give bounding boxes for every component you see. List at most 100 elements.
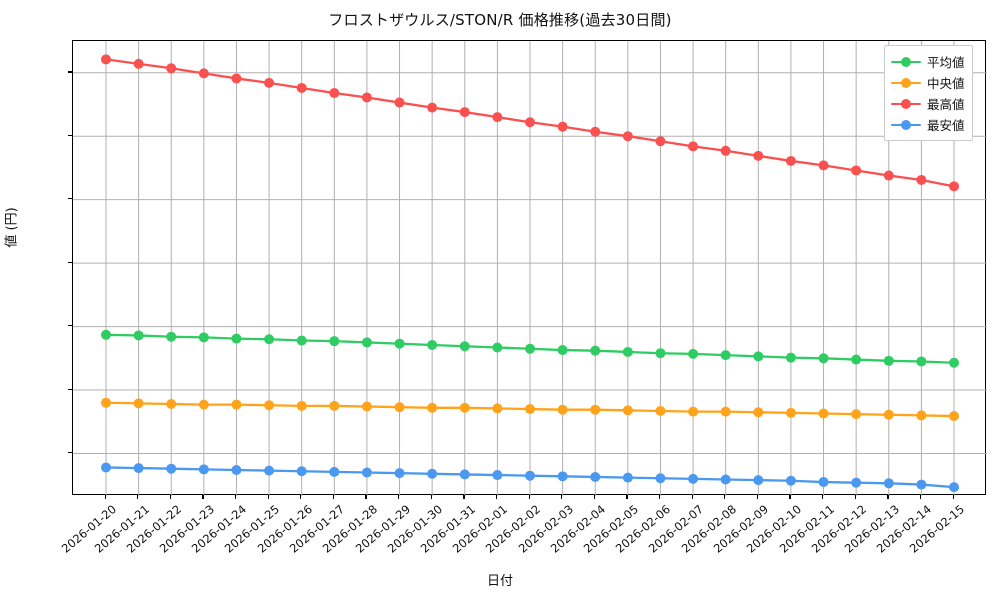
data-point <box>557 471 568 482</box>
data-point <box>851 477 862 488</box>
x-tick-mark <box>398 495 400 499</box>
data-point <box>655 348 666 359</box>
data-point <box>198 399 209 410</box>
grid-lines <box>73 41 987 496</box>
y-tick-mark <box>68 388 72 390</box>
data-point <box>231 73 242 84</box>
x-tick-mark <box>952 495 954 499</box>
data-point <box>231 464 242 475</box>
x-tick-mark <box>724 495 726 499</box>
x-tick-mark <box>463 495 465 499</box>
data-point <box>688 406 699 417</box>
data-point <box>688 473 699 484</box>
x-tick-mark <box>137 495 139 499</box>
series-lines <box>101 54 959 493</box>
data-point <box>296 400 307 411</box>
chart-title: フロストザウルス/STON/R 価格推移(過去30日間) <box>328 11 672 29</box>
x-tick-mark <box>658 495 661 499</box>
data-point <box>557 121 568 132</box>
data-point <box>427 102 438 113</box>
legend-item-2[interactable]: 中央値 <box>891 72 965 93</box>
data-point <box>198 68 209 79</box>
data-point <box>557 404 568 415</box>
data-point <box>427 402 438 413</box>
data-point <box>492 470 503 481</box>
data-point <box>525 343 535 354</box>
data-point <box>590 126 601 137</box>
data-point <box>166 63 177 74</box>
x-tick-mark <box>789 495 791 499</box>
x-tick-mark <box>267 495 269 499</box>
data-point <box>329 336 340 347</box>
x-tick-mark <box>495 495 498 499</box>
data-point <box>753 351 764 362</box>
data-point <box>492 112 503 123</box>
data-point <box>198 332 209 343</box>
data-point <box>916 356 927 367</box>
data-point <box>394 338 405 349</box>
data-point <box>851 354 862 365</box>
data-point <box>231 333 242 344</box>
legend-item-3[interactable]: 最高値 <box>891 93 965 114</box>
data-point <box>525 470 535 481</box>
data-point <box>883 355 894 366</box>
x-tick-mark <box>756 495 759 499</box>
data-point <box>361 337 372 348</box>
data-point <box>101 54 111 65</box>
x-tick-mark <box>365 495 367 499</box>
x-tick-mark <box>691 495 693 499</box>
data-point <box>949 482 959 493</box>
data-point <box>459 107 470 118</box>
data-point <box>525 404 535 415</box>
x-tick-mark <box>104 495 106 499</box>
data-point <box>949 357 959 368</box>
data-point <box>492 342 503 353</box>
x-tick-mark <box>234 495 237 499</box>
data-point <box>361 92 372 103</box>
data-point <box>818 477 829 488</box>
data-point <box>427 468 438 479</box>
data-point <box>264 334 275 345</box>
legend-label: 最安値 <box>927 118 965 133</box>
data-point <box>166 331 177 342</box>
x-tick-mark <box>626 495 628 499</box>
legend-marker-icon <box>891 76 921 90</box>
data-point <box>622 405 633 416</box>
data-point <box>361 467 372 478</box>
plot-canvas <box>73 41 987 496</box>
y-tick-mark <box>68 198 72 200</box>
data-point <box>785 475 796 486</box>
x-tick-mark <box>561 495 563 499</box>
x-tick-mark <box>202 495 204 499</box>
data-point <box>231 399 242 410</box>
legend-item-4[interactable]: 最安値 <box>891 114 965 135</box>
data-point <box>427 339 438 350</box>
data-point <box>166 463 177 474</box>
x-tick-mark <box>300 495 302 499</box>
data-point <box>492 403 503 414</box>
x-tick-mark <box>887 495 889 499</box>
data-point <box>655 473 666 484</box>
y-tick-mark <box>68 261 72 263</box>
data-point <box>688 141 699 152</box>
data-point <box>785 155 796 166</box>
data-point <box>329 400 340 411</box>
x-tick-mark <box>919 495 922 499</box>
data-point <box>296 335 307 346</box>
legend-item-1[interactable]: 平均値 <box>891 51 965 72</box>
data-point <box>394 468 405 479</box>
legend-marker-icon <box>891 97 921 111</box>
data-point <box>688 348 699 359</box>
series-3 <box>101 54 959 192</box>
data-point <box>525 117 535 128</box>
y-tick-mark <box>68 451 72 454</box>
y-tick-mark <box>68 325 72 327</box>
plot-area <box>72 40 987 496</box>
data-point <box>264 400 275 411</box>
data-point <box>101 329 111 340</box>
series-1 <box>101 329 959 368</box>
x-tick-mark <box>593 495 596 499</box>
data-point <box>622 131 633 142</box>
data-point <box>818 408 829 419</box>
